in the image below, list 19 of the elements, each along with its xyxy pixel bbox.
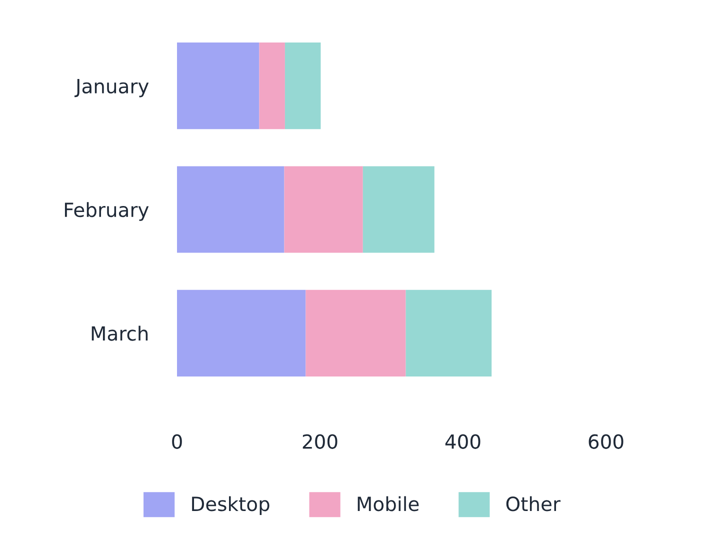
y-tick-label: February bbox=[64, 202, 149, 221]
x-tick-label: 200 bbox=[302, 434, 338, 449]
legend-label: Other bbox=[506, 496, 560, 512]
y-tick-label: March bbox=[92, 326, 148, 341]
bar bbox=[177, 290, 306, 376]
bar bbox=[284, 166, 363, 253]
x-tick-label: 0 bbox=[172, 434, 182, 449]
bar bbox=[177, 166, 284, 253]
bar bbox=[406, 290, 492, 376]
x-tick-label: 400 bbox=[445, 434, 480, 449]
legend-label: Mobile bbox=[358, 496, 419, 512]
bar bbox=[306, 290, 406, 376]
bar bbox=[177, 42, 260, 130]
y-tick-label: January bbox=[74, 79, 149, 98]
x-tick-label: 600 bbox=[588, 434, 624, 449]
bar bbox=[259, 42, 285, 130]
legend-label: Desktop bbox=[192, 496, 270, 516]
bar bbox=[362, 166, 434, 253]
bar bbox=[284, 42, 321, 130]
